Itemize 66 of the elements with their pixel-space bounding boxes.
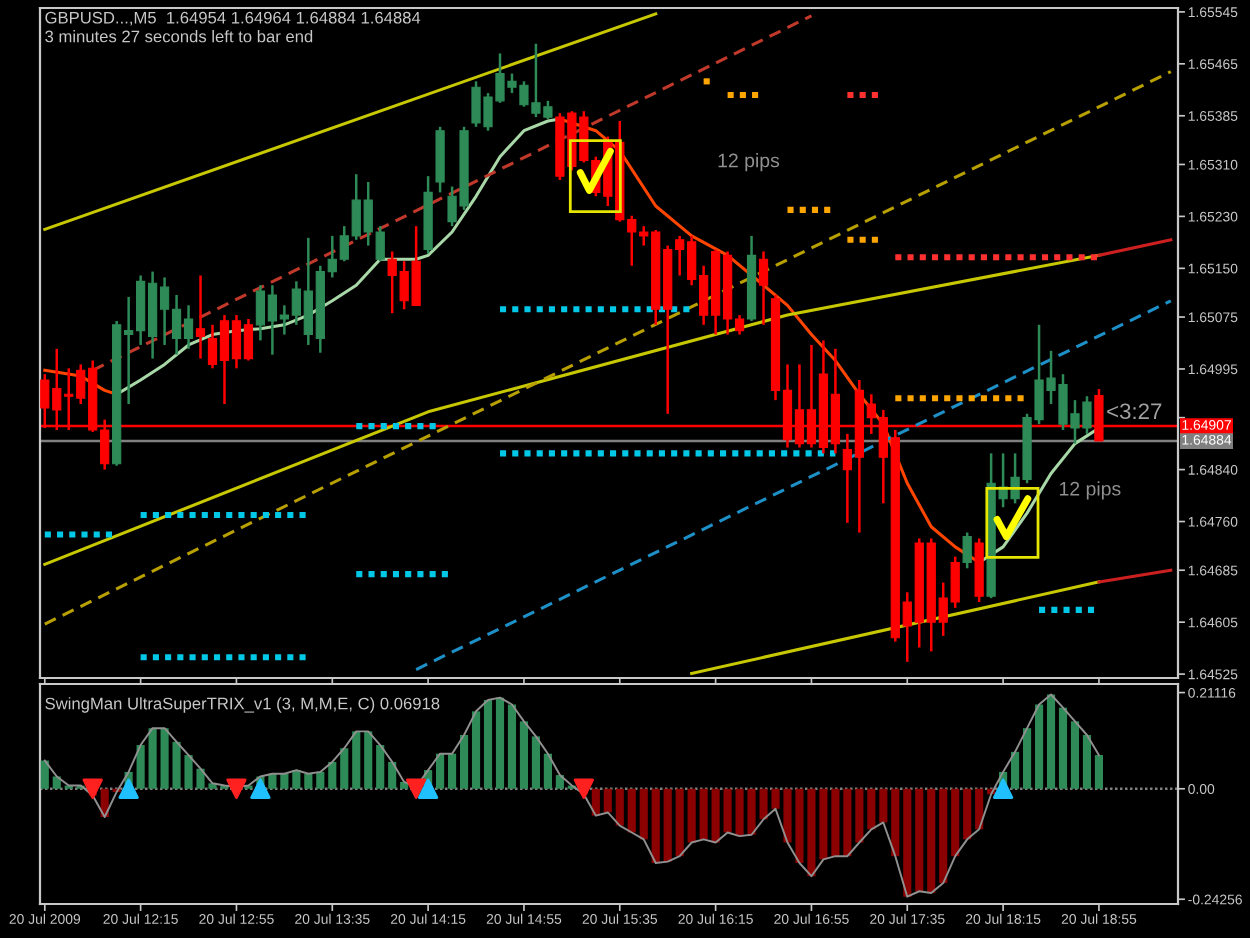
bar [304, 773, 313, 789]
bar [448, 753, 457, 789]
bar [939, 788, 948, 884]
bar [699, 788, 708, 840]
chart-title: GBPUSD...,M5 1.64954 1.64964 1.64884 1.64884 [45, 11, 421, 26]
bar [975, 788, 984, 830]
annotation: 12 pips [1059, 481, 1121, 500]
candlestick [758, 250, 769, 327]
bar [867, 788, 876, 830]
bar [531, 736, 540, 789]
bar [855, 788, 864, 843]
bar [687, 788, 696, 843]
bar [328, 761, 337, 789]
bar [963, 788, 972, 840]
text: 3 minutes 27 seconds left to bar end [45, 30, 313, 43]
bar [292, 770, 301, 789]
bar [951, 788, 960, 857]
bar [831, 788, 840, 857]
bar [891, 788, 900, 857]
bar [843, 788, 852, 857]
bar [40, 760, 49, 789]
bar [471, 711, 481, 789]
bar [364, 731, 373, 789]
bar [1070, 721, 1080, 789]
bar [639, 788, 648, 840]
bar [519, 721, 529, 789]
text: SwingMan UltraSuperTRIX_v1 (3, M,M,E, C) 0.06918 [45, 697, 440, 713]
candlestick [195, 274, 206, 360]
bar [148, 728, 157, 789]
bar [555, 775, 564, 789]
bar [1011, 751, 1020, 789]
bar [268, 773, 277, 789]
annotation: <3:27 [1107, 403, 1162, 420]
bar [903, 788, 912, 897]
bar [459, 735, 469, 789]
bar [663, 788, 672, 862]
bar [495, 697, 505, 789]
bar [136, 745, 145, 789]
bar [507, 704, 517, 789]
bar [1046, 694, 1056, 789]
bar [280, 773, 289, 789]
bar [340, 748, 349, 789]
bar [1094, 755, 1104, 789]
bar [603, 788, 612, 813]
bar [376, 745, 385, 789]
bar [388, 761, 397, 789]
bar [1034, 704, 1044, 789]
candlestick [962, 531, 972, 570]
bar [1022, 728, 1032, 789]
bar [352, 731, 361, 789]
bar [675, 788, 684, 857]
bar [927, 788, 936, 894]
annotation: 12 pips [718, 153, 780, 172]
bar [615, 788, 624, 826]
bar [915, 788, 924, 892]
bar [483, 699, 493, 789]
bar [711, 788, 720, 843]
bar [52, 776, 61, 789]
bar [543, 753, 552, 789]
bar [316, 771, 325, 789]
bar [1058, 707, 1068, 789]
bar [436, 753, 445, 789]
bar [879, 788, 888, 823]
bar [651, 788, 660, 864]
bar [1082, 735, 1092, 789]
bar [627, 788, 636, 833]
